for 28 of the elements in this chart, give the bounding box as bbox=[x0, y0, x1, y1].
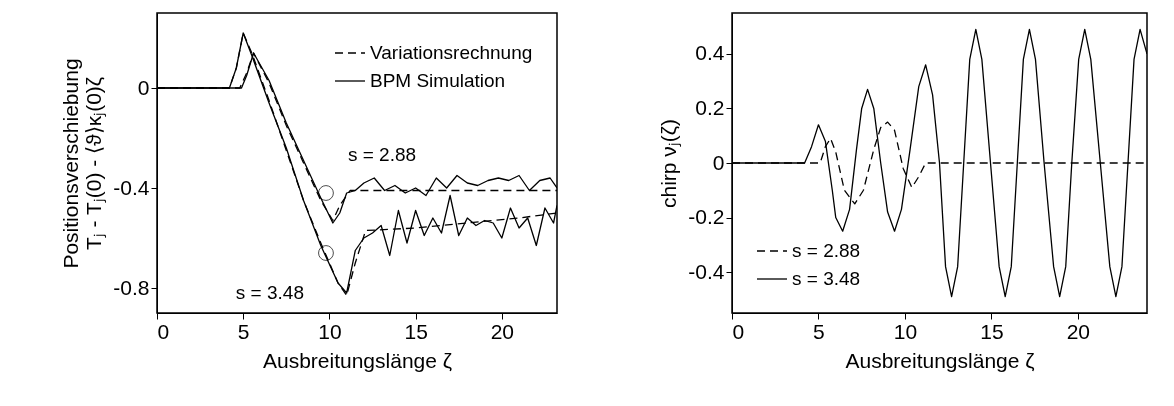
y-tick-label: -0.8 bbox=[113, 275, 150, 299]
x-tick-label: 5 bbox=[813, 319, 825, 343]
x-tick-label: 15 bbox=[404, 319, 428, 343]
y-tick-label: 0.2 bbox=[695, 95, 725, 119]
legend-label: BPM Simulation bbox=[370, 70, 506, 91]
x-tick-label: 10 bbox=[318, 319, 342, 343]
y-tick-label: -0.2 bbox=[688, 205, 725, 229]
legend-label: Variationsrechnung bbox=[370, 42, 533, 63]
y-axis-title: chirp νⱼ(ζ) bbox=[657, 118, 683, 209]
annotation: s = 2.88 bbox=[347, 144, 417, 165]
x-tick-label: 20 bbox=[490, 319, 515, 343]
legend-label: s = 3.48 bbox=[792, 268, 861, 289]
x-tick-label: 0 bbox=[732, 319, 745, 343]
x-tick-label: 10 bbox=[893, 319, 918, 343]
y-tick-label: 0 bbox=[712, 150, 725, 174]
legend-label: s = 2.88 bbox=[792, 240, 861, 261]
y-tick-label: -0.4 bbox=[113, 175, 150, 199]
x-tick-label: 15 bbox=[980, 319, 1004, 343]
x-axis-title: Ausbreitungslänge ζ bbox=[262, 348, 453, 372]
y-tick-label: 0.4 bbox=[695, 41, 725, 65]
x-tick-label: 5 bbox=[237, 319, 250, 343]
x-tick-label: 0 bbox=[157, 319, 170, 343]
x-tick-label: 20 bbox=[1066, 319, 1091, 343]
y-tick-label: 0 bbox=[137, 75, 150, 99]
y-axis-title: Positionsverschiebung Tⱼ - Tⱼ(0) - ⟨ϑ⟩κⱼ(0)ζ bbox=[59, 58, 108, 269]
x-axis-title: Ausbreitungslänge ζ bbox=[845, 348, 1035, 372]
annotation: s = 3.48 bbox=[235, 282, 304, 303]
y-tick-label: -0.4 bbox=[688, 259, 725, 283]
